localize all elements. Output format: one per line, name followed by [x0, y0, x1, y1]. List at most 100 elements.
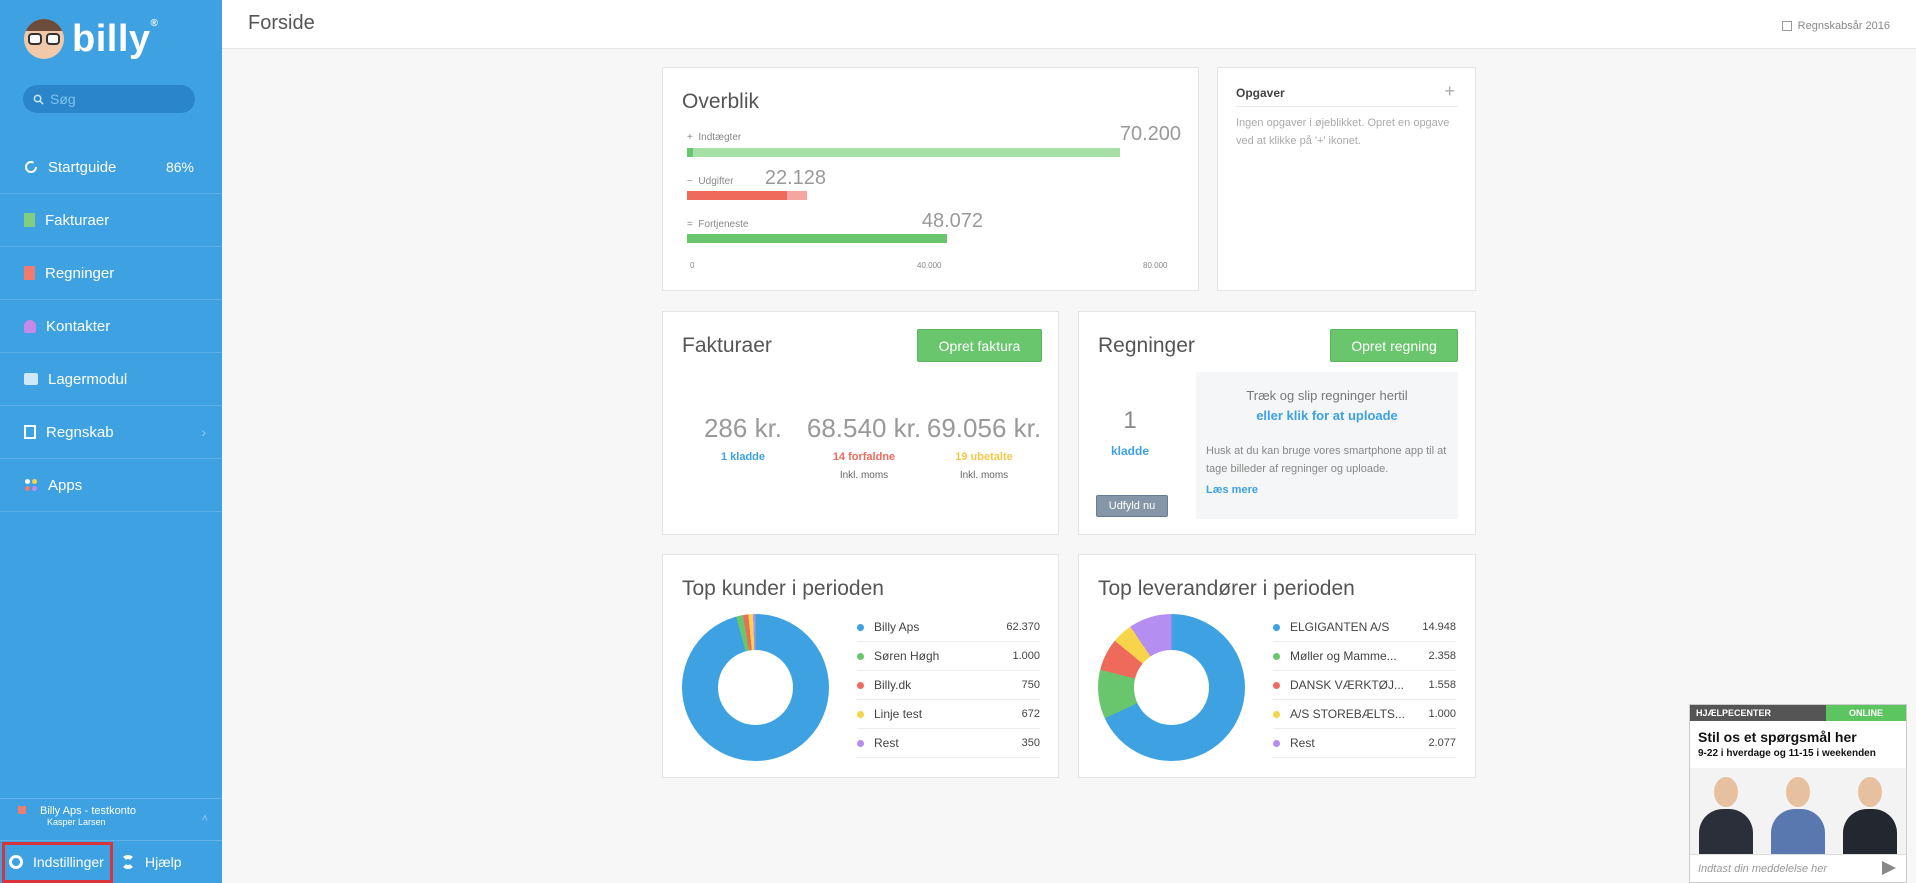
- help-widget-title: Stil os et spørgsmål her: [1698, 729, 1857, 745]
- read-more-link[interactable]: Læs mere: [1206, 484, 1258, 496]
- add-task-button[interactable]: +: [1444, 81, 1455, 101]
- fill-now-button[interactable]: Udfyld nu: [1096, 495, 1168, 517]
- sidebar-item-label: Kontakter: [46, 317, 111, 335]
- help-button[interactable]: Hjælp: [121, 854, 182, 870]
- gear-icon: [9, 855, 23, 869]
- overdue-vat-note: Inkl. moms: [839, 470, 889, 481]
- top-suppliers-title: Top leverandører i perioden: [1098, 577, 1355, 600]
- legend-item: Rest 350: [857, 729, 1040, 758]
- support-person-2: [1767, 773, 1829, 855]
- income-value: 70.200: [1119, 123, 1181, 145]
- account-switcher[interactable]: Billy Aps - testkonto Kasper Larsen ˄: [0, 798, 222, 840]
- draft-invoices-amount: 286 kr.: [703, 413, 783, 443]
- search-box[interactable]: [23, 85, 195, 113]
- legend-item: ELGIGANTEN A/S 14.948: [1273, 613, 1456, 642]
- sidebar-item-lagermodul[interactable]: Lagermodul: [0, 353, 222, 406]
- legend-item: Søren Høgh 1.000: [857, 642, 1040, 671]
- bill-icon: [24, 266, 35, 280]
- settings-label: Indstillinger: [33, 854, 104, 870]
- expenses-paid-bar: [687, 191, 787, 200]
- sidebar-item-startguide[interactable]: Startguide 86%: [0, 141, 222, 194]
- sidebar-item-regninger[interactable]: Regninger: [0, 247, 222, 300]
- sidebar-item-label: Regnskab: [46, 423, 114, 441]
- profit-sign: =: [687, 219, 693, 230]
- income-label: + Indtægter: [687, 132, 741, 143]
- inventory-icon: [24, 373, 38, 385]
- unpaid-invoices-amount: 69.056 kr.: [926, 413, 1042, 443]
- startguide-progress: 86%: [165, 159, 194, 175]
- profit-text: Fortjeneste: [698, 219, 749, 230]
- progress-icon: [25, 161, 37, 173]
- legend-item: Billy Aps 62.370: [857, 613, 1040, 642]
- account-name: Billy Aps - testkonto: [40, 805, 136, 817]
- bills-card: Regninger Opret regning 1 kladde Udfyld …: [1078, 311, 1476, 535]
- logo-text: billy: [72, 17, 151, 60]
- legend-dot: [857, 623, 864, 631]
- profit-bar: [687, 234, 947, 243]
- settings-button[interactable]: Indstillinger: [2, 841, 113, 883]
- legend-item: Møller og Mamme... 2.358: [1273, 642, 1456, 671]
- income-bar-track: [687, 148, 1120, 157]
- legend-dot: [1273, 623, 1280, 631]
- expenses-value: 22.128: [764, 167, 826, 189]
- accounting-icon: [24, 425, 36, 439]
- support-team-photo: [1690, 768, 1906, 855]
- legend-item: DANSK VÆRKTØJ... 1.558: [1273, 671, 1456, 700]
- help-message-input[interactable]: Indtast din meddelelse her: [1690, 854, 1906, 882]
- apps-icon: [25, 479, 37, 491]
- search-icon: [33, 94, 44, 105]
- help-center-widget[interactable]: HJÆLPECENTER ONLINE Stil os et spørgsmål…: [1689, 704, 1907, 883]
- draft-bills-link[interactable]: kladde: [1110, 444, 1149, 458]
- upload-link[interactable]: eller klik for at uploade: [1256, 408, 1398, 423]
- legend-item: Rest 2.077: [1273, 729, 1456, 758]
- top-customers-card: Top kunder i perioden Billy Aps 62.370 Sø…: [662, 554, 1059, 778]
- sidebar-item-label: Lagermodul: [48, 370, 128, 388]
- overdue-invoices-link[interactable]: 14 forfaldne: [832, 451, 896, 463]
- sidebar-item-kontakter[interactable]: Kontakter: [0, 300, 222, 353]
- sidebar-item-label: Regninger: [45, 264, 115, 282]
- legend-dot: [857, 652, 864, 660]
- app-hint-text: Husk at du kan bruge vores smartphone ap…: [1206, 445, 1447, 475]
- legend-dot: [1273, 710, 1280, 718]
- legend-dot: [857, 739, 864, 747]
- help-label: Hjælp: [145, 854, 182, 870]
- expenses-label: − Udgifter: [687, 176, 733, 187]
- sidebar-item-label: Startguide: [48, 158, 117, 176]
- legend-dot: [857, 681, 864, 689]
- bill-upload-dropzone[interactable]: Træk og slip regninger hertil eller klik…: [1196, 372, 1458, 519]
- top-suppliers-legend: ELGIGANTEN A/S 14.948 Møller og Mamme... 2…: [1273, 613, 1456, 758]
- profit-label: = Fortjeneste: [687, 219, 748, 230]
- fiscal-year-label: Regnskabsår 2016: [1797, 20, 1890, 32]
- search-input[interactable]: [50, 91, 180, 107]
- billy-mascot-icon: [24, 19, 64, 59]
- fiscal-year-selector[interactable]: Regnskabsår 2016: [1781, 20, 1890, 32]
- help-widget-hours: 9-22 i hverdage og 11-15 i weekenden: [1698, 748, 1876, 759]
- expenses-text: Udgifter: [698, 176, 734, 187]
- sidebar-item-fakturaer[interactable]: Fakturaer: [0, 194, 222, 247]
- support-person-1: [1695, 773, 1757, 855]
- legend-dot: [1273, 681, 1280, 689]
- registered-mark: ®: [150, 17, 159, 29]
- sidebar-item-regnskab[interactable]: Regnskab ›: [0, 406, 222, 459]
- overview-card: Overblik + Indtægter 70.200 − Udgifter 2…: [662, 67, 1199, 291]
- axis-tick-0: 0: [690, 261, 695, 270]
- billy-logo[interactable]: billy®: [24, 18, 158, 60]
- contacts-icon: [24, 319, 36, 333]
- bills-title: Regninger: [1098, 334, 1195, 357]
- draft-invoices-link[interactable]: 1 kladde: [720, 451, 766, 463]
- legend-dot: [1273, 739, 1280, 747]
- create-invoice-button[interactable]: Opret faktura: [917, 329, 1042, 362]
- send-icon[interactable]: [1882, 861, 1896, 875]
- income-bar: [687, 148, 693, 157]
- chevron-right-icon: ›: [201, 424, 206, 440]
- legend-item: A/S STOREBÆLTS... 1.000: [1273, 700, 1456, 729]
- sidebar: billy® Startguide 86% Fakturaer Regninge…: [0, 0, 222, 883]
- unpaid-invoices-link[interactable]: 19 ubetalte: [955, 451, 1013, 463]
- top-suppliers-card: Top leverandører i perioden ELGIGANTEN A…: [1078, 554, 1476, 778]
- chevron-up-icon: ˄: [201, 813, 208, 825]
- sidebar-item-label: Apps: [48, 476, 83, 494]
- support-person-3: [1839, 773, 1901, 855]
- create-bill-button[interactable]: Opret regning: [1330, 329, 1458, 362]
- sidebar-item-apps[interactable]: Apps: [0, 459, 222, 512]
- top-customers-title: Top kunder i perioden: [682, 577, 884, 600]
